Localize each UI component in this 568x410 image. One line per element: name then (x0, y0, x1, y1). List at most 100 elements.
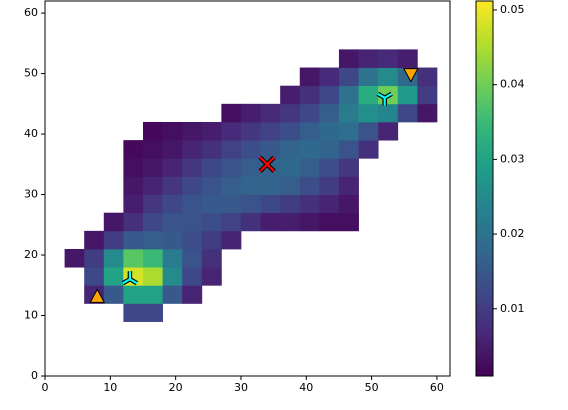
y-tick-label: 20 (24, 248, 38, 261)
heatmap-cell (358, 67, 379, 87)
heatmap-cell (142, 121, 163, 141)
heatmap-cell (142, 248, 163, 268)
heatmap-cell (142, 285, 163, 304)
heatmap-cell (338, 67, 359, 87)
heatmap-cell (240, 194, 261, 214)
heatmap-cell (280, 85, 301, 105)
heatmap-cell (182, 230, 203, 250)
heatmap-cell (162, 212, 183, 232)
colorbar-tick-label: 0.03 (500, 152, 525, 165)
heatmap-cell (417, 103, 438, 123)
heatmap-cell (142, 212, 163, 232)
heatmap-cell (221, 176, 242, 195)
heatmap-cell (123, 176, 144, 195)
heatmap-cell (378, 67, 399, 87)
heatmap-cell (417, 85, 438, 105)
heatmap-cell (240, 176, 261, 195)
heatmap-cell (201, 267, 222, 286)
marker (89, 288, 106, 303)
heatmap-cell (182, 285, 203, 304)
heatmap-cell (299, 121, 320, 141)
heatmap-cell (103, 267, 124, 286)
y-tick-label: 0 (31, 369, 38, 382)
heatmap-cell (417, 67, 438, 87)
heatmap-cell (299, 176, 320, 195)
heatmap-cell (299, 158, 320, 177)
heatmap-cell (260, 140, 281, 159)
heatmap-cell (260, 176, 281, 195)
marker (402, 68, 419, 83)
heatmap-cell (201, 121, 222, 141)
heatmap-cell (201, 248, 222, 268)
y-tick-label: 30 (24, 188, 38, 201)
heatmap-cell (280, 140, 301, 159)
heatmap-cell (260, 194, 281, 214)
heatmap-cell (201, 212, 222, 232)
heatmap-cell (221, 103, 242, 123)
heatmap-cell (338, 121, 359, 141)
x-tick-label: 20 (169, 381, 183, 394)
heatmap-cell (182, 267, 203, 286)
marker (258, 155, 276, 173)
x-tick-label: 0 (42, 381, 49, 394)
heatmap-cell (319, 176, 340, 195)
heatmap-cell (142, 303, 163, 322)
heatmap-cell (338, 194, 359, 214)
marker (376, 91, 393, 106)
heatmap-cell (142, 158, 163, 177)
heatmap-cell (182, 194, 203, 214)
heatmap-cell (201, 140, 222, 159)
heatmap-cell (142, 194, 163, 214)
heatmap-cell (299, 194, 320, 214)
heatmap-cell (103, 248, 124, 268)
heatmap-cell (182, 140, 203, 159)
heatmap-cell (240, 140, 261, 159)
heatmap-cell (221, 212, 242, 232)
heatmap-cell (260, 103, 281, 123)
heatmap-cell (358, 140, 379, 159)
heatmap-cell (319, 67, 340, 87)
heatmap-cell (123, 158, 144, 177)
plot-frame (44, 0, 451, 377)
heatmap-cell (221, 158, 242, 177)
heatmap-cell (142, 230, 163, 250)
heatmap-cell (64, 248, 85, 268)
heatmap-cell (299, 67, 320, 87)
marker-stroke (122, 271, 138, 285)
heatmap-cell (123, 140, 144, 159)
heatmap-cell (123, 212, 144, 232)
heatmap-cell (319, 158, 340, 177)
heatmap-cell (358, 103, 379, 123)
heatmap-cell (338, 85, 359, 105)
heatmap-cell (240, 212, 261, 232)
heatmap-cell (319, 121, 340, 141)
heatmap-cell (103, 285, 124, 304)
heatmap-cell (162, 140, 183, 159)
heatmap-cell (162, 285, 183, 304)
heatmap-cell (221, 230, 242, 250)
heatmap-cell (84, 248, 105, 268)
heatmap-cell (182, 121, 203, 141)
heatmap-cell (123, 303, 144, 322)
heatmap-cell (280, 158, 301, 177)
x-tick-label: 60 (430, 381, 444, 394)
heatmap-cell (397, 85, 418, 105)
heatmap-cell (182, 248, 203, 268)
heatmap-cell (378, 49, 399, 68)
x-tick-label: 30 (234, 381, 248, 394)
heatmap-cell (221, 140, 242, 159)
heatmap-cell (358, 49, 379, 68)
heatmap-cell (84, 230, 105, 250)
heatmap-cell (240, 103, 261, 123)
heatmap-cell (201, 194, 222, 214)
heatmap-cell (319, 194, 340, 214)
heatmap-cell (201, 158, 222, 177)
y-tick-label: 60 (24, 6, 38, 19)
heatmap-cell (182, 176, 203, 195)
heatmap-cell (299, 85, 320, 105)
y-tick-label: 10 (24, 309, 38, 322)
heatmap-cell (162, 121, 183, 141)
heatmap-cell (280, 121, 301, 141)
